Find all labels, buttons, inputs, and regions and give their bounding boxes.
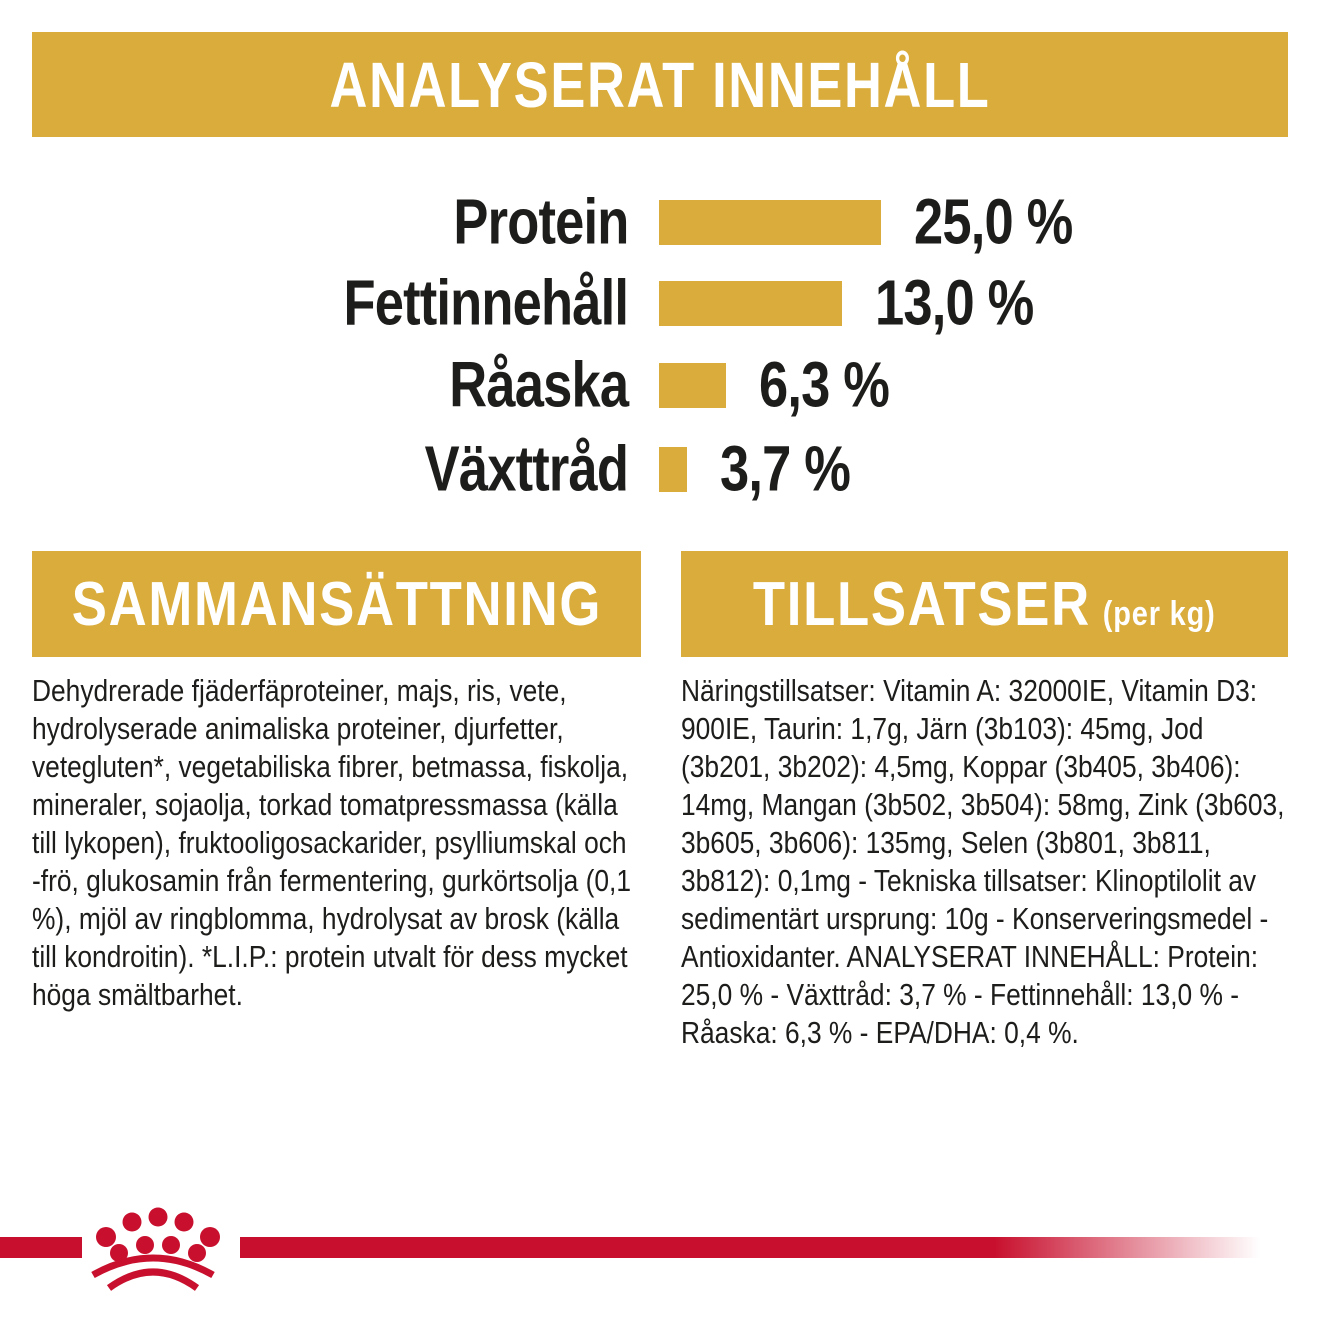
chart-value-label: 25,0 % — [914, 185, 1073, 258]
royal-canin-crown-logo — [91, 1207, 220, 1291]
brand-stripe — [0, 1237, 1260, 1258]
additives-header-text: TILLSATSER — [753, 569, 1092, 639]
chart-category-label: Protein — [452, 185, 629, 258]
analyzed-content-banner: ANALYSERAT INNEHÅLL — [32, 32, 1288, 137]
chart-bar — [659, 447, 687, 492]
chart-value-label: 13,0 % — [875, 266, 1034, 339]
additives-header-box: TILLSATSER (per kg) — [681, 551, 1288, 657]
chart-category-label: Fettinnehåll — [343, 266, 628, 339]
composition-body-text: Dehydrerade fjäderfäproteiner, majs, ris… — [32, 673, 631, 1012]
analyzed-content-banner-title: ANALYSERAT INNEHÅLL — [329, 48, 991, 121]
composition-header: SAMMANSÄTTNING — [71, 569, 601, 640]
chart-row: Protein 25,0 % — [0, 185, 1320, 257]
composition-header-text: SAMMANSÄTTNING — [71, 569, 602, 639]
additives-header-suffix: (per kg) — [1103, 594, 1216, 633]
chart-row: Fettinnehåll 13,0 % — [0, 266, 1320, 338]
chart-category-label: Växttråd — [424, 432, 629, 505]
chart-value-label: 3,7 % — [720, 432, 851, 505]
composition-header-box: SAMMANSÄTTNING — [32, 551, 641, 657]
chart-value-label: 6,3 % — [759, 348, 890, 421]
chart-bar — [659, 200, 881, 245]
analyzed-content-chart: Protein 25,0 % Fettinnehåll 13,0 % Råask… — [0, 0, 1320, 540]
brand-footer — [0, 1207, 1260, 1291]
additives-body-text: Näringstillsatser: Vitamin A: 32000IE, V… — [681, 673, 1285, 1050]
additives-header: TILLSATSER (per kg) — [753, 569, 1216, 640]
chart-row: Råaska 6,3 % — [0, 348, 1320, 420]
chart-row: Växttråd 3,7 % — [0, 432, 1320, 504]
chart-bar — [659, 281, 842, 326]
chart-category-label: Råaska — [449, 348, 629, 421]
chart-bar — [659, 363, 726, 408]
